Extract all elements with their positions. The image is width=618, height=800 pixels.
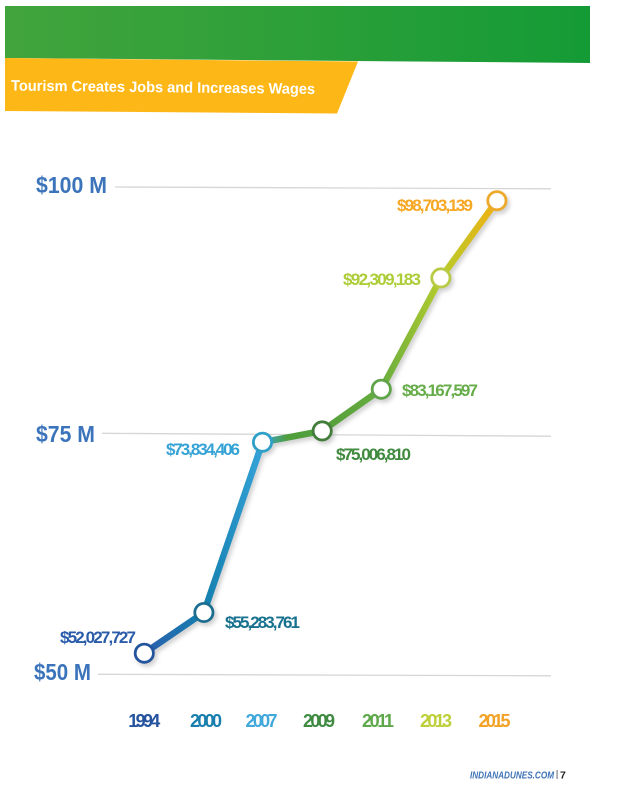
svg-text:$75 M: $75 M — [36, 421, 95, 447]
svg-text:$55,283,761: $55,283,761 — [225, 613, 300, 632]
svg-text:$100 M: $100 M — [36, 172, 107, 198]
svg-text:$83,167,597: $83,167,597 — [402, 381, 478, 400]
svg-text:1994: 1994 — [128, 711, 160, 731]
svg-text:2011: 2011 — [362, 711, 394, 731]
svg-text:INDIANADUNES.COM: INDIANADUNES.COM — [470, 771, 555, 782]
svg-text:2015: 2015 — [479, 711, 511, 731]
svg-text:$52,027,727: $52,027,727 — [60, 628, 136, 647]
svg-text:7: 7 — [560, 770, 566, 782]
svg-text:2009: 2009 — [303, 711, 335, 731]
svg-text:$75,006,810: $75,006,810 — [336, 445, 411, 464]
svg-text:2013: 2013 — [420, 711, 452, 731]
svg-text:$73,834,406: $73,834,406 — [166, 440, 240, 459]
svg-text:2007: 2007 — [246, 711, 278, 731]
svg-text:$92,309,183: $92,309,183 — [343, 270, 421, 289]
svg-text:$98,703,139: $98,703,139 — [397, 196, 473, 215]
svg-text:2000: 2000 — [190, 711, 222, 731]
svg-text:Tourism Creates Jobs and Incre: Tourism Creates Jobs and Increases Wages — [11, 78, 315, 98]
svg-text:$50 M: $50 M — [34, 659, 91, 685]
